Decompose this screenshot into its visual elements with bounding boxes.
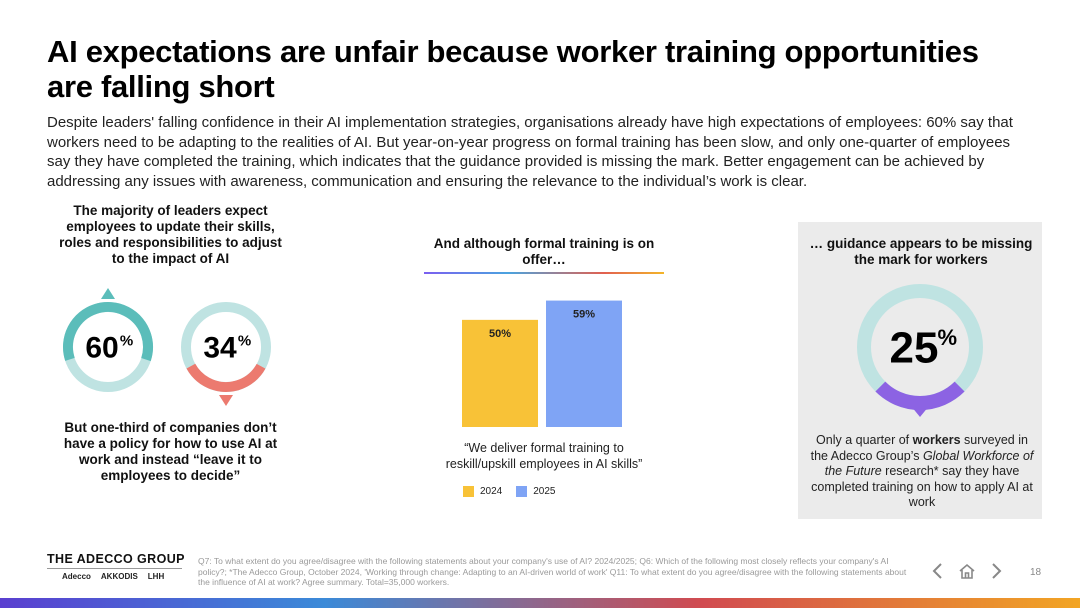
legend-label: 2024 bbox=[480, 486, 503, 497]
legend-item-2024: 2024 bbox=[463, 486, 502, 497]
page-title: AI expectations are unfair because worke… bbox=[47, 34, 979, 104]
bottom-gradient-bar bbox=[0, 598, 1080, 608]
donut-unit: % bbox=[937, 325, 957, 350]
donut-pointer bbox=[219, 395, 233, 406]
donut-60: 60% bbox=[63, 288, 153, 392]
brand-divider bbox=[47, 568, 182, 569]
right-panel bbox=[798, 222, 1042, 519]
legend-label: 2025 bbox=[533, 486, 556, 497]
right-text-suffix: research* say they have completed traini… bbox=[811, 464, 1033, 509]
brand-name: THE ADECCO GROUP bbox=[47, 552, 185, 566]
donut-charts: 60% 34% bbox=[63, 288, 271, 406]
donut-34: 34% bbox=[181, 302, 271, 406]
donut-25: 25% bbox=[857, 284, 983, 417]
bar-value-label: 59% bbox=[573, 309, 595, 321]
training-quote: “We deliver formal training to reskill/u… bbox=[445, 441, 643, 471]
home-icon[interactable] bbox=[958, 561, 976, 581]
bar-value-label: 50% bbox=[489, 328, 511, 340]
left-heading: The majority of leaders expect employees… bbox=[59, 203, 282, 266]
left-bottom-text: But one-third of companies don’t have a … bbox=[63, 420, 278, 483]
legend-item-2025: 2025 bbox=[516, 486, 556, 497]
right-text-bold: workers bbox=[912, 433, 961, 447]
chevron-right-icon[interactable] bbox=[988, 561, 1006, 581]
donut-value: 34 bbox=[203, 332, 237, 365]
right-text: Only a quarter of workers surveyed in th… bbox=[806, 433, 1038, 511]
footnote: Q7: To what extent do you agree/disagree… bbox=[198, 556, 907, 587]
legend-swatch bbox=[463, 486, 474, 497]
sub-brands: Adecco AKKODIS LHH bbox=[62, 572, 164, 581]
sub-brand-lhh: LHH bbox=[147, 572, 165, 581]
legend-swatch bbox=[516, 486, 528, 497]
chevron-left-icon[interactable] bbox=[928, 561, 946, 581]
donut-unit: % bbox=[120, 333, 133, 350]
donut-unit: % bbox=[238, 333, 251, 350]
donut-arc bbox=[857, 284, 983, 410]
donut-big-chart: 25% bbox=[857, 284, 983, 417]
donut-value: 25 bbox=[890, 323, 939, 372]
bar-group: 50% 59% bbox=[462, 300, 622, 427]
bar-chart: 50% 59% bbox=[462, 300, 622, 427]
chart-legend: 2024 2025 bbox=[463, 486, 556, 497]
right-text-mid: surveyed in the Adecco Group’s bbox=[810, 433, 1028, 463]
bar-2025 bbox=[546, 300, 622, 427]
page-number: 18 bbox=[1030, 567, 1042, 578]
slide-nav bbox=[928, 561, 1006, 581]
sub-brand-akkodis: AKKODIS bbox=[100, 572, 138, 581]
gradient-divider bbox=[424, 272, 664, 274]
sub-brand-adecco: Adecco bbox=[62, 572, 91, 581]
donut-pointer bbox=[911, 406, 929, 417]
donut-value: 60 bbox=[85, 332, 118, 365]
middle-heading: And although formal training is on offer… bbox=[433, 236, 655, 267]
right-text-italic: Global Workforce of the Future bbox=[824, 448, 1034, 479]
right-heading: … guidance appears to be missing the mar… bbox=[809, 236, 1033, 267]
donut-pointer bbox=[101, 288, 115, 299]
intro-paragraph: Despite leaders' falling confidence in t… bbox=[47, 114, 1013, 190]
bar-2024 bbox=[462, 319, 538, 427]
right-text-prefix: Only a quarter of bbox=[816, 433, 913, 447]
